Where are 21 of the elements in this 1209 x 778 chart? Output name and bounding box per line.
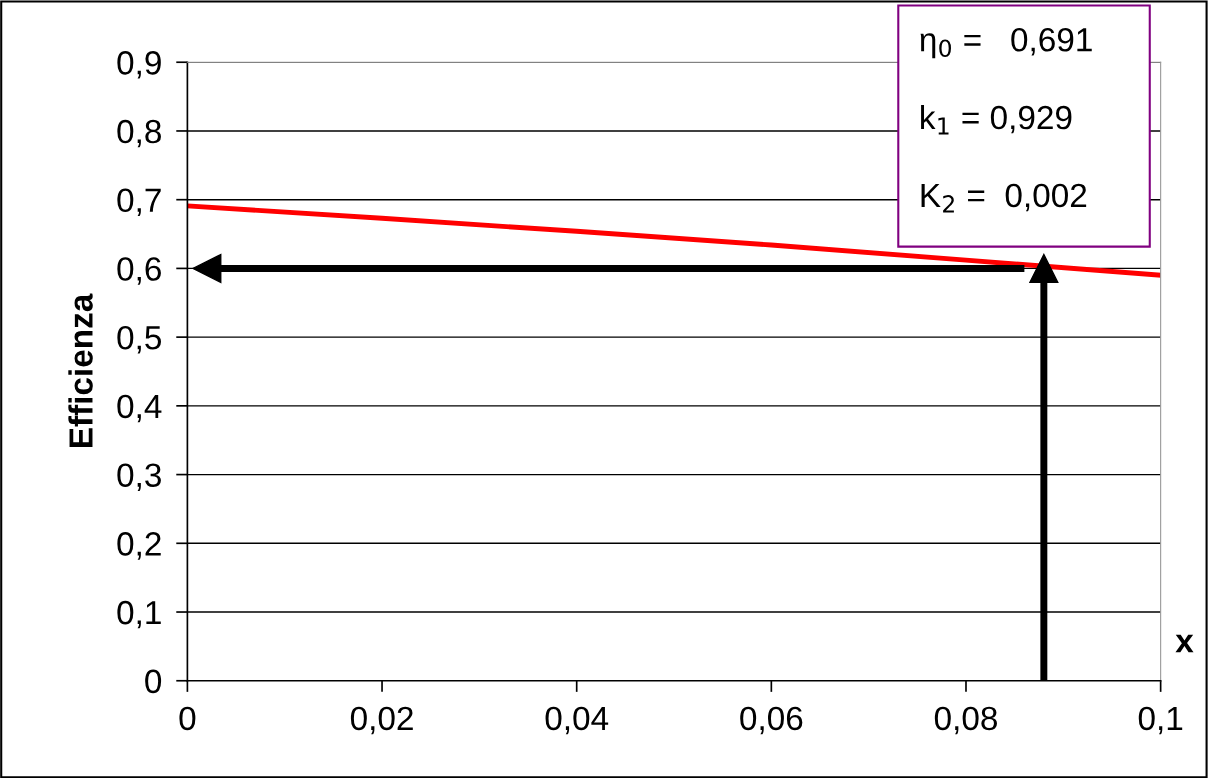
x-tick-label: 0,08 — [934, 706, 997, 735]
x-tick-label: 0,04 — [545, 706, 609, 735]
y-tick-label: 0,3 — [117, 463, 161, 491]
annotation: K$_{2}$ = 0,002 — [921, 183, 1087, 213]
y-tick-label: 0,1 — [117, 600, 161, 629]
annotation: k$_{1}$ = 0,929 — [921, 104, 1072, 135]
y-tick-label: 0,8 — [117, 119, 161, 148]
x-tick-label: 0 — [179, 706, 196, 731]
y-tick-label: 0 — [145, 669, 162, 694]
y-tick-label: 0,6 — [117, 257, 161, 285]
x-tick-label: 0,06 — [740, 706, 803, 735]
y-tick-label: 0,4 — [117, 394, 162, 423]
text: η$_{0}$ = 0,691 — [920, 27, 1092, 59]
x-axis-title: x — [1175, 634, 1194, 653]
x-tick-label: 0,1 — [1138, 706, 1183, 735]
y-tick-label: 0,9 — [117, 51, 161, 79]
y-tick-label: 0,7 — [117, 188, 161, 217]
y-axis-title: Efficienza — [68, 293, 93, 448]
x-tick-label: 0,02 — [350, 706, 413, 735]
y-tick-label: 0,5 — [117, 325, 161, 354]
y-tick-label: 0,2 — [117, 532, 161, 560]
